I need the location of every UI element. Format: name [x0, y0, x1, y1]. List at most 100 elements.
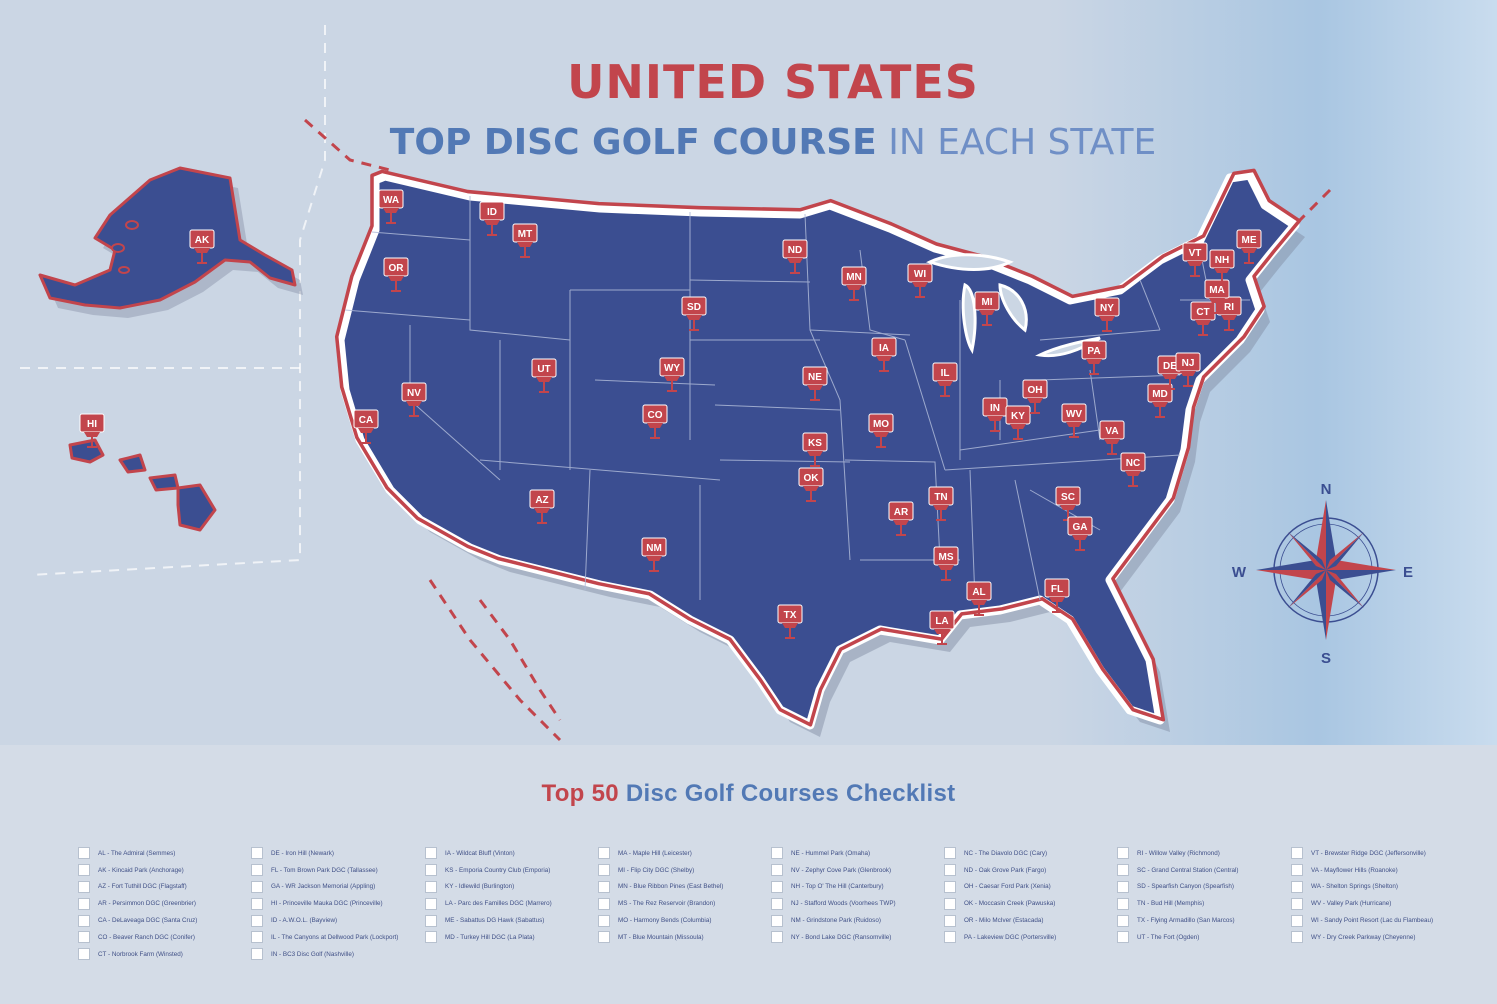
- checkbox[interactable]: [425, 864, 437, 877]
- checkbox[interactable]: [78, 931, 90, 944]
- checkbox[interactable]: [598, 931, 610, 944]
- checklist-item: GA - WR Jackson Memorial (Appling): [251, 879, 423, 896]
- checkbox[interactable]: [771, 864, 783, 877]
- checklist-item-label: HI - Princeville Mauka DGC (Princeville): [271, 900, 383, 908]
- checkbox[interactable]: [425, 897, 437, 910]
- pin-label: SC: [1061, 492, 1075, 503]
- checklist-item-label: WA - Shelton Springs (Shelton): [1311, 883, 1398, 891]
- checklist-item-label: CT - Norbrook Farm (Winsted): [98, 950, 183, 958]
- checkbox[interactable]: [251, 948, 263, 961]
- compass-w: W: [1232, 564, 1247, 581]
- checkbox[interactable]: [251, 847, 263, 860]
- checklist-column: DE - Iron Hill (Newark) FL - Tom Brown Pa…: [251, 845, 423, 963]
- checkbox[interactable]: [251, 897, 263, 910]
- checkbox[interactable]: [1291, 864, 1303, 877]
- checkbox[interactable]: [944, 931, 956, 944]
- checkbox[interactable]: [771, 897, 783, 910]
- checklist-item-label: MS - The Rez Reservoir (Brandon): [618, 900, 716, 908]
- pin-label: LA: [935, 616, 948, 627]
- checklist-item: IA - Wildcat Bluff (Vinton): [425, 845, 597, 862]
- pin-wi: WI: [907, 263, 933, 298]
- checklist-item-label: KY - Idlewild (Burlington): [445, 883, 515, 891]
- checkbox[interactable]: [1117, 847, 1129, 860]
- checkbox[interactable]: [425, 931, 437, 944]
- checkbox[interactable]: [944, 880, 956, 893]
- pin-ma: MA: [1204, 279, 1230, 314]
- checklist-item: MI - Flip City DGC (Shelby): [598, 862, 770, 879]
- checkbox[interactable]: [771, 931, 783, 944]
- checkbox[interactable]: [771, 880, 783, 893]
- checkbox[interactable]: [1291, 914, 1303, 927]
- checklist-item-label: NM - Grindstone Park (Ruidoso): [791, 917, 881, 925]
- checkbox[interactable]: [78, 864, 90, 877]
- checkbox[interactable]: [1117, 914, 1129, 927]
- checklist-item-label: NJ - Stafford Woods (Voorhees TWP): [791, 900, 896, 908]
- checkbox[interactable]: [78, 897, 90, 910]
- checkbox[interactable]: [78, 914, 90, 927]
- pin-label: TX: [784, 610, 797, 621]
- checklist-item-label: RI - Willow Valley (Richmond): [1137, 849, 1220, 857]
- pin-mi: MI: [974, 291, 1000, 326]
- checkbox[interactable]: [598, 847, 610, 860]
- checklist-item: AK - Kincaid Park (Anchorage): [78, 862, 250, 879]
- pin-label: MN: [846, 272, 862, 283]
- pin-label: SD: [687, 302, 701, 313]
- checklist-item: AL - The Admiral (Semmes): [78, 845, 250, 862]
- checkbox[interactable]: [251, 880, 263, 893]
- checklist-item: AR - Persimmon DGC (Greenbrier): [78, 895, 250, 912]
- checkbox[interactable]: [944, 914, 956, 927]
- pin-label: WV: [1066, 409, 1082, 420]
- checkbox[interactable]: [598, 897, 610, 910]
- checklist-item-label: DE - Iron Hill (Newark): [271, 849, 334, 857]
- checkbox[interactable]: [251, 914, 263, 927]
- checkbox[interactable]: [425, 914, 437, 927]
- alaska-islands: [111, 220, 139, 274]
- pin-co: CO: [642, 404, 668, 439]
- checkbox[interactable]: [944, 897, 956, 910]
- checkbox[interactable]: [598, 914, 610, 927]
- pin-mo: MO: [868, 413, 894, 448]
- checkbox[interactable]: [771, 914, 783, 927]
- checklist-item: TN - Bud Hill (Memphis): [1117, 895, 1289, 912]
- checkbox[interactable]: [1117, 880, 1129, 893]
- checkbox[interactable]: [944, 847, 956, 860]
- checkbox[interactable]: [78, 948, 90, 961]
- checkbox[interactable]: [771, 847, 783, 860]
- checkbox[interactable]: [1117, 864, 1129, 877]
- pin-label: PA: [1087, 346, 1100, 357]
- checkbox[interactable]: [944, 864, 956, 877]
- pin-label: NM: [646, 543, 662, 554]
- checklist-item: MN - Blue Ribbon Pines (East Bethel): [598, 879, 770, 896]
- checkbox[interactable]: [251, 864, 263, 877]
- compass-s: S: [1321, 650, 1331, 667]
- checklist-item: LA - Parc des Familles DGC (Marrero): [425, 895, 597, 912]
- checklist-item-label: AK - Kincaid Park (Anchorage): [98, 866, 184, 874]
- checkbox[interactable]: [598, 864, 610, 877]
- checklist-item-label: AL - The Admiral (Semmes): [98, 849, 176, 857]
- checkbox[interactable]: [1117, 897, 1129, 910]
- checkbox[interactable]: [598, 880, 610, 893]
- checkbox[interactable]: [251, 931, 263, 944]
- pin-label: CT: [1196, 307, 1209, 318]
- checkbox[interactable]: [78, 847, 90, 860]
- checklist-panel: Top 50 Disc Golf Courses Checklist AL - …: [0, 745, 1497, 1004]
- pin-tx: TX: [777, 604, 803, 639]
- checkbox[interactable]: [1291, 931, 1303, 944]
- pin-sc: SC: [1055, 486, 1081, 521]
- pin-mt: MT: [512, 223, 538, 258]
- pin-label: MO: [873, 419, 889, 430]
- checklist-item-label: GA - WR Jackson Memorial (Appling): [271, 883, 376, 891]
- pin-label: NJ: [1182, 358, 1195, 369]
- checkbox[interactable]: [1291, 847, 1303, 860]
- checkbox[interactable]: [425, 880, 437, 893]
- checkbox[interactable]: [425, 847, 437, 860]
- pin-az: AZ: [529, 489, 555, 524]
- checkbox[interactable]: [78, 880, 90, 893]
- checkbox[interactable]: [1291, 897, 1303, 910]
- checkbox[interactable]: [1291, 880, 1303, 893]
- checklist-item: FL - Tom Brown Park DGC (Tallassee): [251, 862, 423, 879]
- checklist-item: OR - Milo McIver (Estacada): [944, 912, 1116, 929]
- checkbox[interactable]: [1117, 931, 1129, 944]
- checklist-item-label: IL - The Canyons at Dellwood Park (Lockp…: [271, 933, 399, 941]
- pin-in: IN: [982, 397, 1008, 432]
